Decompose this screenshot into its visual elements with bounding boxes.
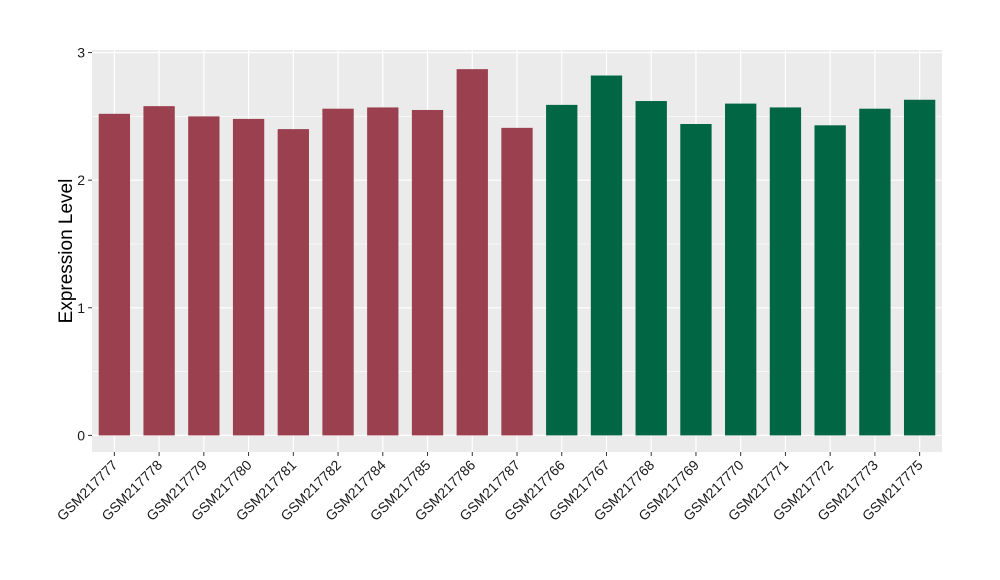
y-tick-label: 0 [77, 427, 85, 443]
y-tick-label: 1 [77, 300, 85, 316]
bar-GSM217766 [546, 104, 578, 436]
bar-GSM217769 [680, 124, 712, 436]
bar-GSM217779 [188, 116, 220, 436]
y-tick-label: 3 [77, 45, 85, 61]
bar-GSM217784 [367, 107, 399, 436]
bar-GSM217770 [725, 103, 757, 436]
bars [98, 69, 936, 436]
bar-GSM217773 [859, 108, 891, 436]
y-tick-label: 2 [77, 172, 85, 188]
y-axis: 0 1 2 3 [77, 45, 92, 443]
bar-GSM217785 [411, 109, 444, 436]
bar-GSM217771 [769, 107, 802, 436]
y-axis-title: Expression Level [56, 179, 77, 324]
bar-GSM217782 [322, 108, 354, 436]
bar-GSM217778 [143, 106, 175, 436]
x-axis: GSM217777GSM217778GSM217779GSM217780GSM2… [54, 452, 926, 524]
bar-GSM217775 [903, 99, 936, 436]
bar-GSM217767 [590, 75, 623, 436]
bar-GSM217780 [232, 118, 265, 436]
bar-GSM217781 [277, 129, 309, 436]
bar-GSM217772 [814, 125, 846, 436]
bar-GSM217768 [635, 101, 667, 436]
bar-GSM217786 [456, 69, 488, 436]
bar-GSM217777 [98, 113, 131, 436]
bar-GSM217787 [501, 127, 533, 436]
